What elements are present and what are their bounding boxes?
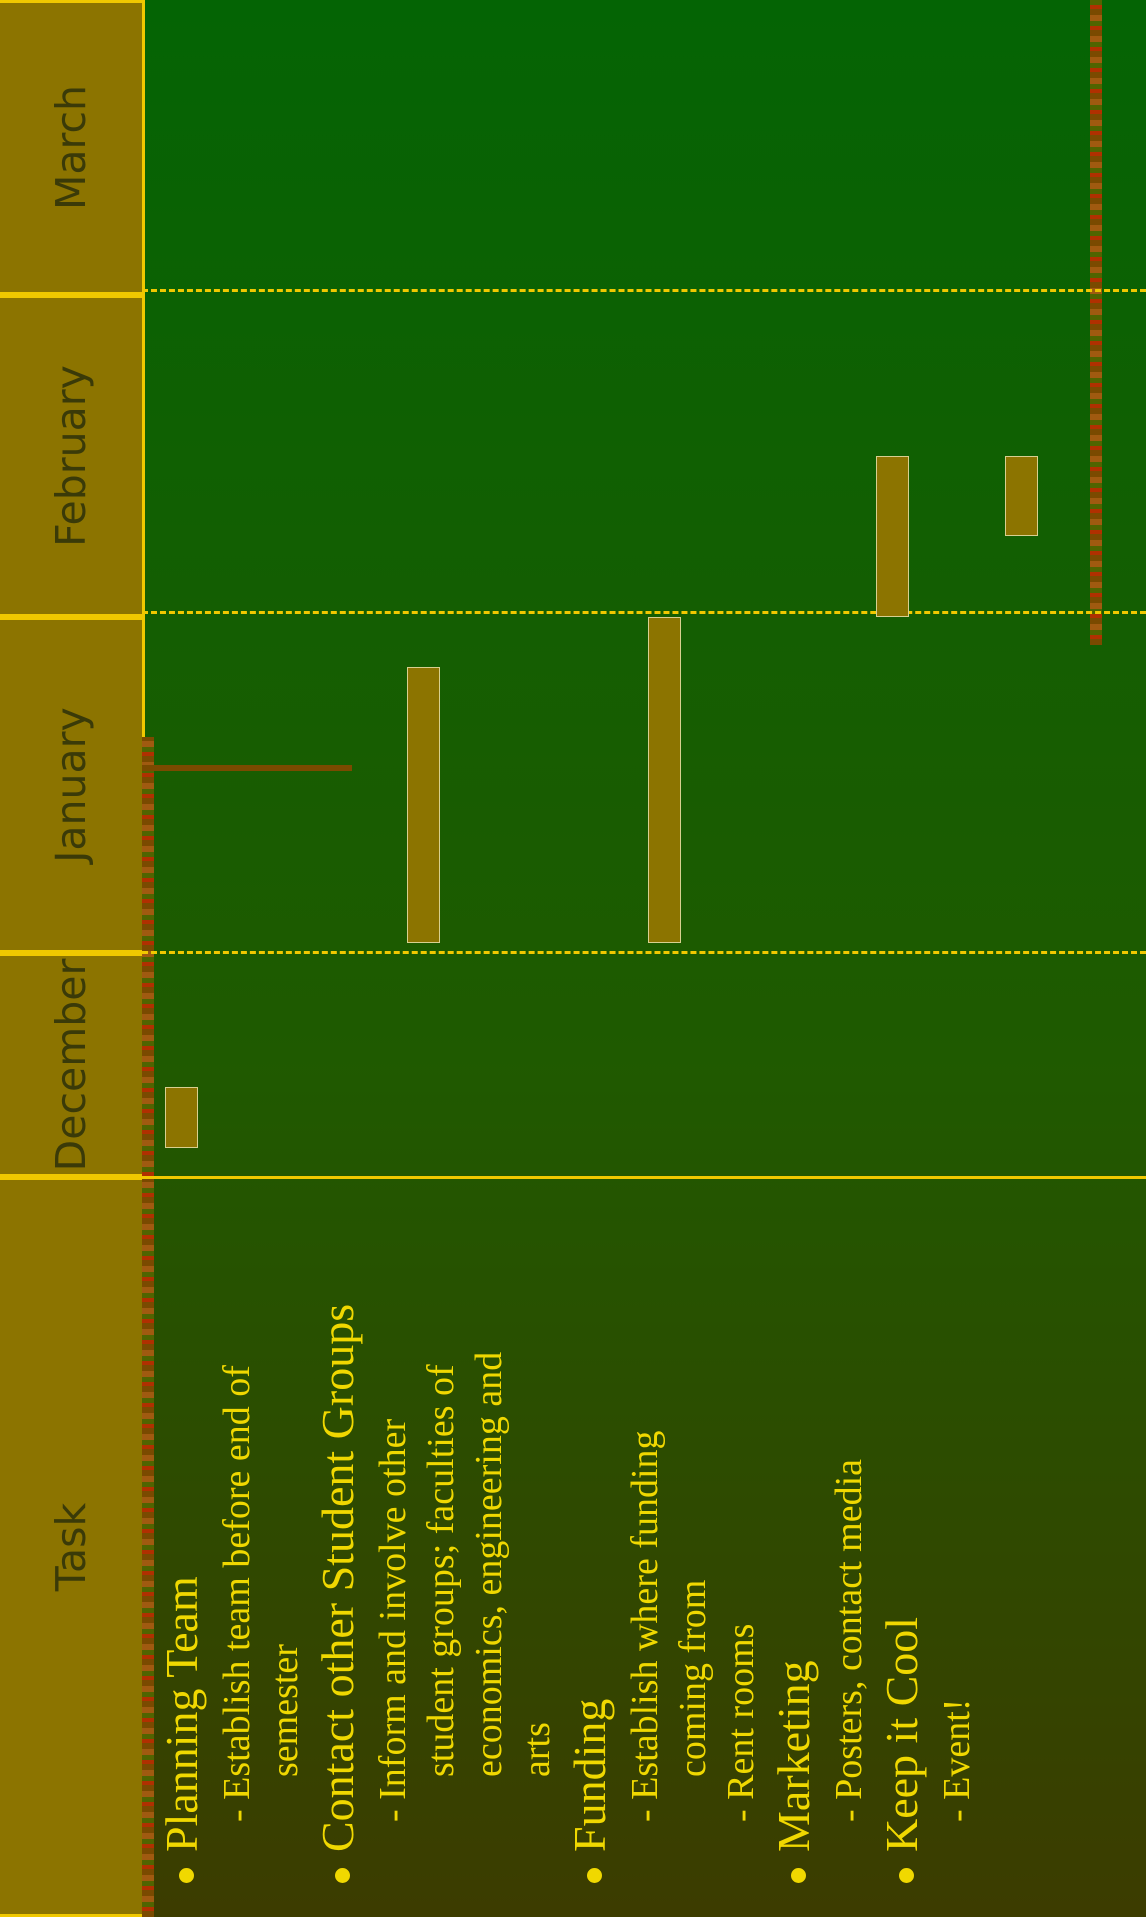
task-detail: - Inform and involve other bbox=[371, 1419, 415, 1822]
month-divider-line bbox=[142, 951, 1146, 954]
task-text: coming from bbox=[672, 1579, 714, 1777]
month-header-february: February bbox=[0, 295, 142, 617]
task-text: Planning Team bbox=[156, 1576, 207, 1852]
month-header-march: March bbox=[0, 0, 142, 295]
task-text: Marketing bbox=[768, 1660, 819, 1852]
task-detail: student groups; faculties of bbox=[419, 1364, 463, 1777]
task-heading: Marketing bbox=[767, 1660, 820, 1883]
task-text: Keep it Cool bbox=[876, 1616, 927, 1852]
task-separator-line bbox=[0, 1176, 1146, 1179]
task-text: - Inform and involve other bbox=[372, 1418, 414, 1822]
task-detail: coming from bbox=[671, 1580, 715, 1777]
texture-strip-december bbox=[142, 765, 352, 771]
gantt-bar bbox=[876, 455, 909, 617]
task-detail: - Event! bbox=[935, 1699, 979, 1822]
task-heading: Funding bbox=[563, 1699, 616, 1883]
bullet-icon bbox=[178, 1868, 194, 1883]
texture-strip-task bbox=[142, 737, 154, 1917]
month-divider-line bbox=[142, 611, 1146, 614]
bullet-icon bbox=[586, 1868, 602, 1883]
month-divider-line bbox=[142, 289, 1146, 292]
task-text: Funding bbox=[564, 1698, 615, 1852]
task-detail: - Posters, contact media bbox=[827, 1459, 871, 1822]
month-header-december: December bbox=[0, 953, 142, 1177]
task-text: - Rent rooms bbox=[720, 1623, 762, 1822]
bullet-icon bbox=[790, 1868, 806, 1883]
task-text: - Event! bbox=[936, 1698, 978, 1822]
task-detail: - Establish team before end of bbox=[215, 1365, 259, 1822]
task-detail: - Establish where funding bbox=[623, 1430, 667, 1822]
gantt-bar bbox=[648, 617, 681, 943]
gantt-bar bbox=[407, 667, 440, 943]
gantt-bar bbox=[165, 1087, 198, 1148]
gantt-bar bbox=[1005, 455, 1038, 537]
texture-strip-right bbox=[1090, 0, 1102, 645]
task-text: student groups; faculties of bbox=[420, 1364, 462, 1777]
task-text: economics, engineering and bbox=[468, 1351, 510, 1777]
task-detail: - Rent rooms bbox=[719, 1624, 763, 1822]
task-text: - Establish where funding bbox=[624, 1430, 666, 1822]
task-text: arts bbox=[516, 1722, 558, 1777]
task-heading: Contact other Student Groups bbox=[311, 1304, 364, 1883]
task-text: Contact other Student Groups bbox=[312, 1303, 363, 1852]
task-text: - Posters, contact media bbox=[828, 1458, 870, 1822]
month-header-january: January bbox=[0, 617, 142, 953]
task-heading: Planning Team bbox=[155, 1576, 208, 1883]
task-text: semester bbox=[264, 1644, 306, 1777]
task-heading: Keep it Cool bbox=[875, 1617, 928, 1883]
task-detail: arts bbox=[515, 1722, 559, 1777]
task-detail: economics, engineering and bbox=[467, 1352, 511, 1777]
task-text: - Establish team before end of bbox=[216, 1365, 258, 1822]
bullet-icon bbox=[334, 1868, 350, 1883]
bullet-icon bbox=[898, 1868, 914, 1883]
task-column-header: Task bbox=[0, 1177, 142, 1917]
task-detail: semester bbox=[263, 1644, 307, 1777]
